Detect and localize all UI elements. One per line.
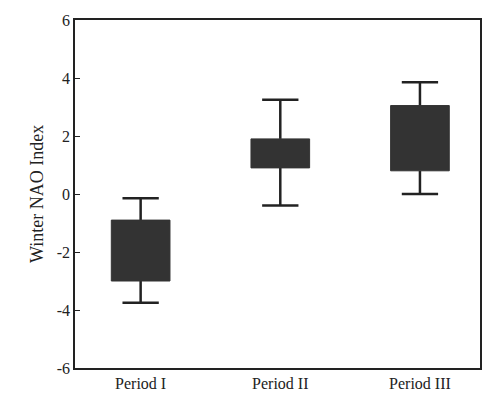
svg-text:6: 6 xyxy=(62,12,70,29)
svg-text:0: 0 xyxy=(62,186,70,203)
svg-text:Period I: Period I xyxy=(115,375,166,392)
svg-text:4: 4 xyxy=(62,70,70,87)
svg-text:Period III: Period III xyxy=(389,375,451,392)
svg-text:2: 2 xyxy=(62,128,70,145)
svg-text:Winter NAO Index: Winter NAO Index xyxy=(27,125,47,263)
svg-text:-6: -6 xyxy=(57,360,70,377)
svg-text:Period II: Period II xyxy=(252,375,308,392)
svg-text:-4: -4 xyxy=(57,302,70,319)
svg-text:-2: -2 xyxy=(57,244,70,261)
